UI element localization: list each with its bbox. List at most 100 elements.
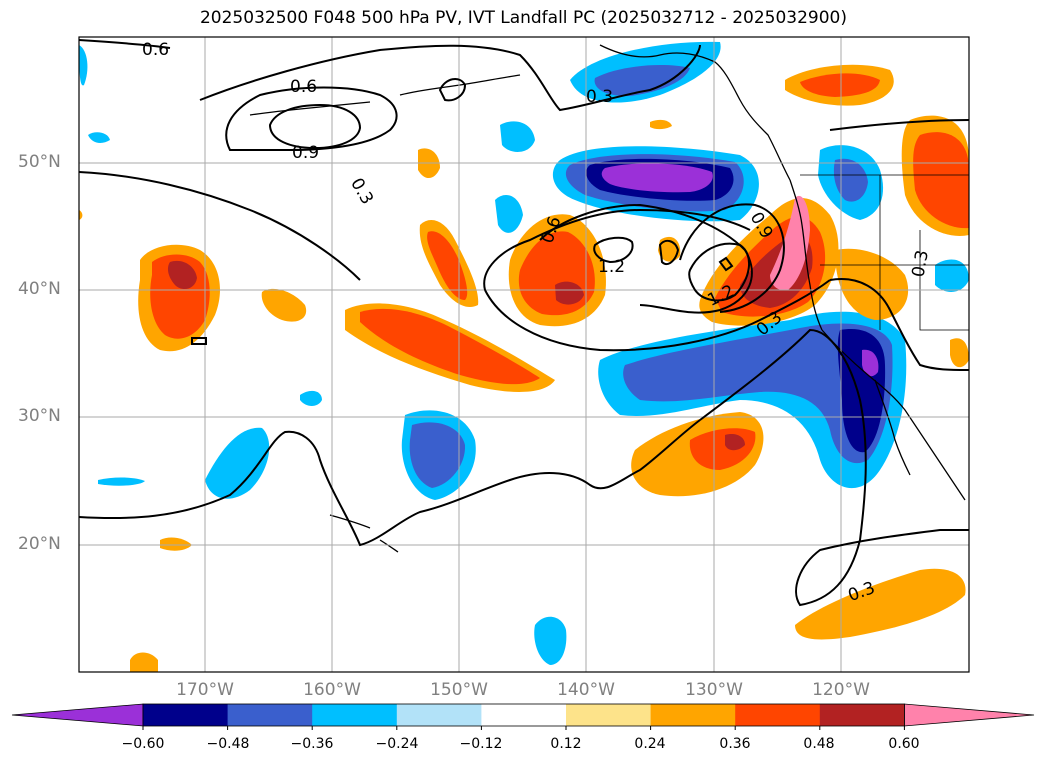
lon-label-140w: 140°W <box>557 680 615 700</box>
pv-contour-small-loop-1 <box>438 78 467 102</box>
lon-label-170w: 170°W <box>176 680 234 700</box>
colorbar-segment <box>396 704 482 726</box>
pv-contour-0.9-east <box>679 203 785 313</box>
colorbar-tick-label: −0.48 <box>206 736 250 752</box>
pc-positive-central-dark <box>555 281 584 305</box>
lon-label-150w: 150°W <box>430 680 488 700</box>
colorbar-segment <box>650 704 736 726</box>
colorbar-extend-high <box>904 703 1035 727</box>
pc-negative-small-1 <box>300 390 322 406</box>
baja-coastline <box>874 379 911 476</box>
pc-positive-southwest-1 <box>160 537 192 551</box>
colorbar-segment <box>819 704 905 726</box>
pc-negative-east-edge <box>935 259 969 292</box>
colorbar-tick-label: −0.24 <box>375 736 419 752</box>
plot-frame <box>78 36 970 673</box>
colorbar-tick-label: −0.12 <box>459 736 503 752</box>
contour-label: 0.3 <box>346 175 377 208</box>
colorbar-tick-label: 0.36 <box>719 736 751 752</box>
map-title: 2025032500 F048 500 hPa PV, IVT Landfall… <box>199 8 847 28</box>
colorbar <box>11 703 1035 730</box>
gridlines <box>79 37 969 672</box>
pc-positive-east <box>950 338 969 368</box>
pc-negative-west <box>205 427 270 499</box>
pc-negative-south <box>534 616 567 665</box>
colorbar-extend-low <box>11 703 144 727</box>
coastline <box>249 44 966 553</box>
contour-label: 0.3 <box>586 87 613 107</box>
pc-negative-north-mid <box>500 121 535 152</box>
colorbar-segment <box>143 704 229 726</box>
lat-label-30n: 30°N <box>18 406 61 426</box>
pc-negative-far-west <box>79 45 88 86</box>
california-coastline <box>821 329 966 501</box>
pc-positive-far-west <box>79 210 83 220</box>
pc-negative-baja-core <box>862 349 879 377</box>
pv-contours <box>79 39 969 607</box>
colorbar-segment <box>481 704 567 726</box>
pc-positive-west-dark <box>167 260 197 290</box>
pc-positive-ne-mid <box>800 73 880 97</box>
alaska-coastline <box>599 44 791 181</box>
pc-positive-gulf-small <box>650 119 672 130</box>
colorbar-tick-label: −0.36 <box>290 736 334 752</box>
pc-negative-gulf-alaska-core <box>601 163 713 193</box>
state-border-3 <box>919 230 969 331</box>
pv-contour-0.3-sw <box>79 419 701 547</box>
pv-contour-1.2-center <box>593 236 634 264</box>
hawaii-islands <box>329 514 399 553</box>
pc-positive-hawaii-east-dark <box>725 434 745 451</box>
colorbar-segment <box>566 704 652 726</box>
contour-label: 0.6 <box>290 77 317 97</box>
lat-label-20n: 20°N <box>18 534 61 554</box>
pc-positive-inland-lower <box>835 248 909 320</box>
pc-negative-north-small <box>495 195 523 233</box>
pv-contour-0.3-east <box>829 119 969 371</box>
pc-positive-interior-mid <box>913 132 969 229</box>
pc-positive-west-small <box>261 288 307 322</box>
pc-negative-alaska-coast-mid <box>594 65 690 97</box>
pv-contour-0.3-south <box>699 328 969 607</box>
colorbar-segment <box>735 704 821 726</box>
colorbar-frame <box>142 703 905 727</box>
pc-negative-inland-mid <box>833 158 868 202</box>
colorbar-segment <box>227 704 313 726</box>
pc-negative-small-2 <box>98 477 145 486</box>
pc-positive-southeast <box>795 568 966 640</box>
aleutian-chain <box>249 101 371 116</box>
lon-label-120w: 120°W <box>812 680 870 700</box>
colorbar-tick-label: 0.24 <box>634 736 666 752</box>
contour-label: 0.9 <box>292 143 319 163</box>
lon-label-130w: 130°W <box>685 680 743 700</box>
pc-negative-baja-mid <box>623 323 893 464</box>
pc-negative-midpacific-mid <box>409 422 466 488</box>
pc-positive-subtropic-band-mid <box>360 308 540 385</box>
pv-contour-outer-east <box>483 208 831 352</box>
pv-contour-0.6-loop <box>225 86 398 152</box>
pv-contour-small-loop-3 <box>191 337 207 345</box>
pv-contour-small-loop-2 <box>658 239 680 266</box>
colorbar-tick-label: −0.60 <box>121 736 165 752</box>
pc-positive-southwest-2 <box>130 652 158 672</box>
pv-contour-1.2-east <box>688 242 751 302</box>
lat-label-40n: 40°N <box>18 279 61 299</box>
colorbar-tick-label: 0.48 <box>803 736 835 752</box>
pv-contour-0.3-north <box>79 171 361 281</box>
colorbar-tick-label: 0.60 <box>888 736 920 752</box>
pv-contour-small-loop-4 <box>718 256 734 272</box>
colorbar-tick-label: 0.12 <box>550 736 582 752</box>
lon-label-160w: 160°W <box>303 680 361 700</box>
pc-negative-nw-small <box>88 132 110 143</box>
colorbar-segment <box>312 704 398 726</box>
lat-label-50n: 50°N <box>18 152 61 172</box>
political-borders <box>800 174 969 331</box>
bc-coastline <box>789 179 823 331</box>
pv-contour-0.6-nw <box>79 39 171 49</box>
aleutian-coast <box>399 74 521 96</box>
contour-label: 0.3 <box>908 249 932 279</box>
pc-positive-northband-mid <box>427 231 468 300</box>
pv-contour-0.3-loop-north <box>199 44 701 112</box>
contour-label: 0.6 <box>142 40 169 60</box>
contour-label: 1.2 <box>598 257 625 277</box>
